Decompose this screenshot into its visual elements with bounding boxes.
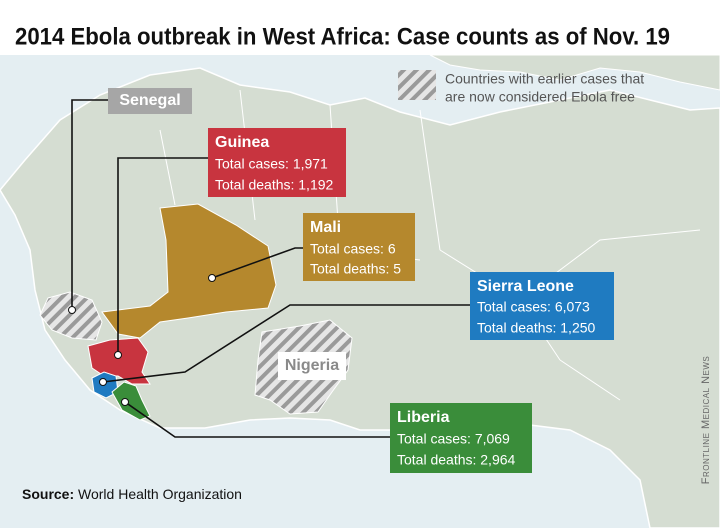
nigeria-box: [278, 352, 346, 380]
source-text: World Health Organization: [78, 486, 242, 502]
legend-swatch: [398, 70, 436, 100]
cases: Total cases: 6,073: [477, 299, 590, 315]
cases: Total cases: 6: [310, 241, 396, 257]
liberia-box: [390, 403, 532, 473]
country-name: Sierra Leone: [477, 278, 574, 295]
country-name: Liberia: [397, 409, 450, 426]
map-liberia: [111, 381, 151, 421]
source-label: Source:: [22, 486, 74, 502]
deaths: Total deaths: 2,964: [397, 452, 516, 468]
country-name: Mali: [310, 219, 341, 236]
mali-box: [303, 213, 415, 281]
land-europe: [429, 54, 720, 91]
cases: Total cases: 1,971: [215, 156, 328, 172]
deaths: Total deaths: 5: [310, 261, 401, 277]
country-name: Nigeria: [285, 357, 339, 374]
country-name: Senegal: [119, 92, 180, 109]
source: Source: World Health Organization: [22, 486, 242, 502]
senegal-box: [108, 88, 192, 114]
map-mali: [101, 203, 277, 339]
cases: Total cases: 7,069: [397, 431, 510, 447]
credit: Frontline Medical News: [700, 356, 712, 485]
title: 2014 Ebola outbreak in West Africa: Case…: [15, 23, 670, 50]
sierra-leone-box: [470, 272, 614, 340]
country-name: Guinea: [215, 134, 269, 151]
land-africa: [0, 67, 720, 528]
legend-text: Countries with earlier cases that: [445, 71, 644, 87]
deaths: Total deaths: 1,192: [215, 177, 334, 193]
legend-text: are now considered Ebola free: [445, 89, 635, 105]
map-senegal: [39, 291, 103, 341]
deaths: Total deaths: 1,250: [477, 320, 596, 336]
connectors: [68, 99, 470, 438]
guinea-box: [208, 128, 346, 197]
